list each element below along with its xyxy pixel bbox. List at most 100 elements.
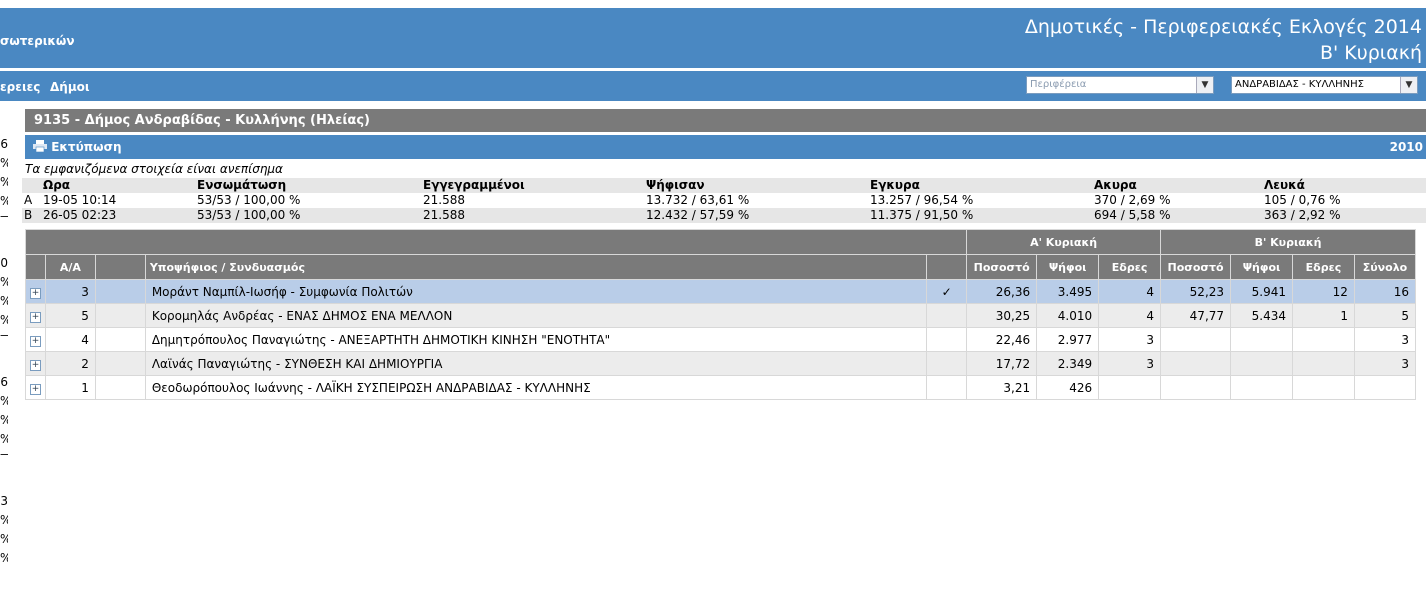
row-a-seats: 3	[1098, 327, 1162, 352]
nav-link-regions[interactable]: ερειες	[0, 80, 41, 94]
left-col-text: %	[0, 413, 8, 427]
round-title: Β' Κυριακή	[1319, 42, 1422, 64]
left-col-text: —	[0, 328, 8, 342]
row-a-votes: 3.495	[1036, 279, 1100, 304]
row-total: 16	[1353, 279, 1417, 304]
col-a-percent[interactable]: Ποσοστό	[966, 254, 1038, 280]
summary-col-registered: Εγγεγραμμένοι	[421, 178, 644, 193]
table-row[interactable]: + 1 Θεοδωρόπουλος Ιωάννης - ΛΑΪΚΗ ΣΥΣΠΕΙ…	[25, 375, 1417, 400]
row-a-percent: 30,25	[966, 303, 1038, 328]
print-button[interactable]: Εκτύπωση	[25, 140, 121, 154]
results-table: Α' Κυριακή Β' Κυριακή Α/Α Υποψήφιος / Συ…	[24, 229, 1417, 400]
row-b-percent: 47,77	[1160, 303, 1232, 328]
region-select[interactable]: Περιφέρεια ▼	[1026, 76, 1214, 94]
chevron-down-icon: ▼	[1400, 77, 1417, 93]
row-b-votes	[1230, 351, 1293, 376]
col-b-percent[interactable]: Ποσοστό	[1160, 254, 1232, 280]
summary-col-invalid: Ακυρα	[1092, 178, 1262, 193]
col-b-votes[interactable]: Ψήφοι	[1230, 254, 1293, 280]
row-candidate: Μοράντ Ναμπίλ-Ιωσήφ - Συμφωνία Πολιτών	[144, 279, 928, 304]
results-header-row: Α/Α Υποψήφιος / Συνδυασμός Ποσοστό Ψήφοι…	[25, 254, 1417, 280]
col-total[interactable]: Σύνολο	[1353, 254, 1417, 280]
row-a-seats	[1098, 375, 1162, 400]
row-aa: 2	[44, 351, 96, 376]
left-col-text: %	[0, 194, 8, 208]
summary-valid: 11.375 / 91,50 %	[868, 208, 1092, 223]
print-label: Εκτύπωση	[51, 140, 122, 154]
left-col-text: 6	[0, 375, 8, 389]
expand-icon[interactable]: +	[29, 336, 41, 347]
row-a-seats: 4	[1098, 279, 1162, 304]
left-col-text: %	[0, 275, 8, 289]
left-col-text: 6	[0, 137, 8, 151]
expand-icon[interactable]: +	[29, 384, 41, 395]
left-col-text: %	[0, 156, 8, 170]
table-row[interactable]: + 4 Δημητρόπουλος Παναγιώτης - ΑΝΕΞΑΡΤΗΤ…	[25, 327, 1417, 352]
col-a-votes[interactable]: Ψήφοι	[1036, 254, 1100, 280]
table-row[interactable]: + 5 Κορομηλάς Ανδρέας - ΕΝΑΣ ΔΗΜΟΣ ΕΝΑ Μ…	[25, 303, 1417, 328]
expand-icon[interactable]: +	[29, 360, 41, 371]
row-b-seats: 12	[1292, 279, 1355, 304]
left-column-clipped: 6 % % % — 0 % % % — 6 % % % — 3 % % %	[0, 0, 22, 605]
left-col-text: %	[0, 513, 8, 527]
col-aa[interactable]: Α/Α	[44, 254, 96, 280]
unofficial-notice: Τα εμφανιζόμενα στοιχεία είναι ανεπίσημα	[25, 162, 283, 176]
summary-integration: 53/53 / 100,00 %	[197, 193, 301, 207]
checkmark-icon	[926, 327, 968, 352]
row-b-percent	[1160, 351, 1232, 376]
table-row[interactable]: + 3 Μοράντ Ναμπίλ-Ιωσήφ - Συμφωνία Πολιτ…	[25, 279, 1417, 304]
row-b-percent	[1160, 375, 1232, 400]
left-col-text: %	[0, 294, 8, 308]
row-total: 3	[1353, 327, 1417, 352]
row-b-percent: 52,23	[1160, 279, 1232, 304]
municipality-select[interactable]: ΑΝΔΡΑΒΙΔΑΣ - ΚΥΛΛΗΝΗΣ ▼	[1231, 76, 1418, 94]
row-b-votes: 5.434	[1230, 303, 1293, 328]
ministry-name: σωτερικών	[0, 34, 75, 48]
row-a-percent: 22,46	[966, 327, 1038, 352]
summary-voted: 13.732 / 63,61 %	[646, 193, 750, 207]
row-b-seats	[1292, 375, 1355, 400]
row-b-votes: 5.941	[1230, 279, 1293, 304]
results-group-header-row: Α' Κυριακή Β' Κυριακή	[24, 229, 1416, 255]
row-candidate: Θεοδωρόπουλος Ιωάννης - ΛΑΪΚΗ ΣΥΣΠΕΙΡΩΣΗ…	[144, 375, 928, 400]
row-a-seats: 4	[1098, 303, 1162, 328]
summary-row: B 26-05 02:23 53/53 / 100,00 % 21.588 12…	[22, 208, 1426, 223]
expand-icon[interactable]: +	[29, 312, 41, 323]
summary-round: A	[24, 193, 33, 207]
summary-registered: 21.588	[421, 208, 644, 223]
summary-col-valid: Εγκυρα	[868, 178, 1092, 193]
row-aa: 1	[44, 375, 96, 400]
expand-icon[interactable]: +	[29, 288, 41, 299]
row-b-votes	[1230, 375, 1293, 400]
summary-time: 26-05 02:23	[41, 208, 195, 223]
left-col-text: 0	[0, 256, 8, 270]
checkmark-icon	[926, 351, 968, 376]
summary-voted: 12.432 / 57,59 %	[644, 208, 868, 223]
summary-col-blank: Λευκά	[1262, 178, 1426, 193]
col-candidate[interactable]: Υποψήφιος / Συνδυασμός	[144, 254, 928, 280]
nav-link-municipalities[interactable]: Δήμοι	[50, 80, 90, 94]
group-second-sunday: Β' Κυριακή	[1160, 229, 1416, 255]
municipality-select-value: ΑΝΔΡΑΒΙΔΑΣ - ΚΥΛΛΗΝΗΣ	[1235, 79, 1364, 90]
election-title: Δημοτικές - Περιφερειακές Εκλογές 2014	[1024, 16, 1422, 38]
row-total: 3	[1353, 351, 1417, 376]
row-candidate: Λαϊνάς Παναγιώτης - ΣΥΝΘΕΣΗ ΚΑΙ ΔΗΜΙΟΥΡΓ…	[144, 351, 928, 376]
row-b-votes	[1230, 327, 1293, 352]
summary-valid: 13.257 / 96,54 %	[870, 193, 974, 207]
col-b-seats[interactable]: Εδρες	[1292, 254, 1355, 280]
summary-round: B	[22, 208, 41, 223]
print-bar: Εκτύπωση 2010	[25, 135, 1426, 159]
summary-integration: 53/53 / 100,00 %	[195, 208, 421, 223]
left-col-text: %	[0, 394, 8, 408]
region-select-placeholder: Περιφέρεια	[1030, 79, 1087, 90]
left-col-text: %	[0, 313, 8, 327]
row-aa: 5	[44, 303, 96, 328]
chevron-down-icon: ▼	[1196, 77, 1213, 93]
row-a-votes: 2.349	[1036, 351, 1100, 376]
left-col-text: %	[0, 175, 8, 189]
table-row[interactable]: + 2 Λαϊνάς Παναγιώτης - ΣΥΝΘΕΣΗ ΚΑΙ ΔΗΜΙ…	[25, 351, 1417, 376]
row-a-percent: 26,36	[966, 279, 1038, 304]
col-a-seats[interactable]: Εδρες	[1098, 254, 1162, 280]
group-first-sunday: Α' Κυριακή	[966, 229, 1162, 255]
summary-invalid: 370 / 2,69 %	[1094, 193, 1171, 207]
